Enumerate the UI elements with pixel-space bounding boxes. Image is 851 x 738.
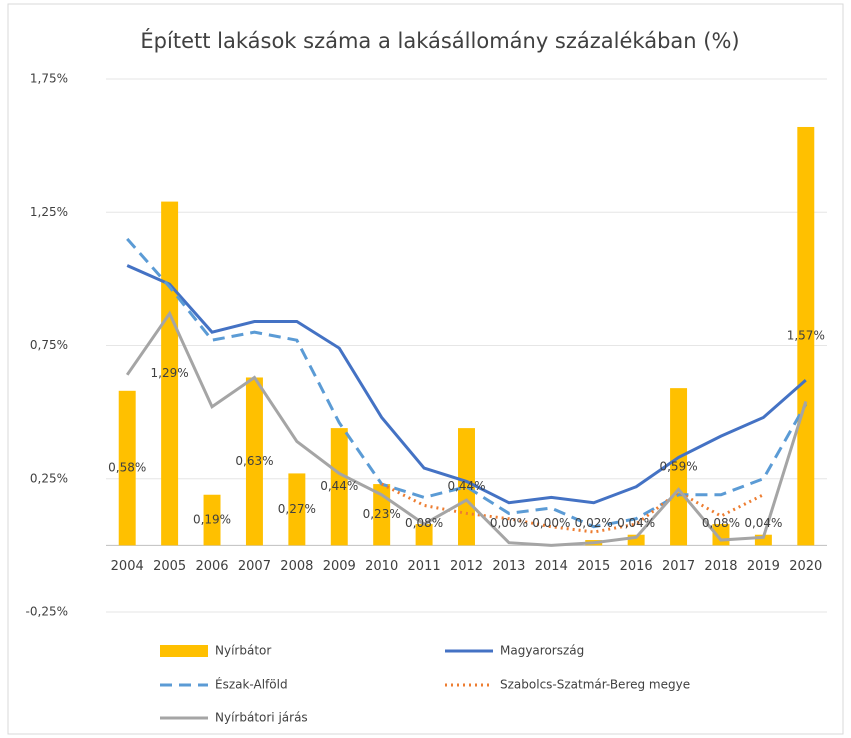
legend-label: Magyarország xyxy=(500,644,584,658)
x-tick-label: 2007 xyxy=(238,559,271,574)
x-tick-label: 2010 xyxy=(365,559,398,574)
legend-label: Nyírbátor xyxy=(215,644,271,658)
line xyxy=(125,310,808,547)
y-tick-label: 1,75% xyxy=(30,72,68,86)
data-label: 1,29% xyxy=(151,366,189,380)
x-tick-label: 2012 xyxy=(450,559,483,574)
x-tick-label: 2009 xyxy=(323,559,356,574)
data-label: 0,04% xyxy=(617,516,655,530)
data-label: 0,58% xyxy=(108,461,146,475)
x-tick-label: 2015 xyxy=(577,559,610,574)
data-label: 0,23% xyxy=(363,507,401,521)
y-tick-label: 1,25% xyxy=(30,205,68,219)
x-tick-label: 2017 xyxy=(662,559,695,574)
data-label: 0,08% xyxy=(702,516,740,530)
legend-swatch xyxy=(160,645,208,657)
x-tick-label: 2004 xyxy=(111,559,144,574)
data-label: 0,00% xyxy=(490,516,528,530)
data-label: 0,63% xyxy=(235,454,273,468)
data-label: 0,08% xyxy=(405,516,443,530)
data-label: 0,02% xyxy=(575,516,613,530)
x-tick-label: 2014 xyxy=(535,559,568,574)
x-tick-label: 2011 xyxy=(408,559,441,574)
bar xyxy=(118,390,136,546)
x-tick-label: 2008 xyxy=(280,559,313,574)
bar xyxy=(754,534,772,546)
chart-frame xyxy=(7,3,844,735)
bar xyxy=(288,473,306,546)
x-tick-label: 2006 xyxy=(195,559,228,574)
legend-label: Észak-Alföld xyxy=(215,677,288,692)
y-tick-label: -0,25% xyxy=(26,605,68,619)
x-tick-label: 2016 xyxy=(620,559,653,574)
data-label: 0,59% xyxy=(659,459,697,473)
bar xyxy=(415,524,433,546)
data-label: 0,04% xyxy=(744,516,782,530)
data-label: 0,44% xyxy=(320,479,358,493)
bar xyxy=(330,428,348,546)
chart-title: Épített lakások száma a lakásállomány sz… xyxy=(140,28,739,53)
bar xyxy=(670,388,688,546)
data-label: 1,57% xyxy=(787,329,825,343)
bar xyxy=(458,428,475,546)
data-label: 0,19% xyxy=(193,513,231,527)
line xyxy=(126,237,808,529)
x-tick-label: 2013 xyxy=(492,559,525,574)
bar xyxy=(797,126,815,546)
x-tick-label: 2005 xyxy=(153,559,186,574)
data-label: 0,44% xyxy=(447,479,485,493)
legend-label: Szabolcs-Szatmár-Bereg megye xyxy=(500,678,690,692)
x-tick-label: 2019 xyxy=(747,559,780,574)
bar xyxy=(627,534,645,546)
legend-label: Nyírbátori járás xyxy=(215,711,308,725)
line xyxy=(126,264,807,505)
y-tick-label: 0,25% xyxy=(30,471,68,485)
data-label: 0,00% xyxy=(532,516,570,530)
data-label: 0,27% xyxy=(278,502,316,516)
y-tick-label: 0,75% xyxy=(30,338,68,352)
x-tick-label: 2018 xyxy=(704,559,737,574)
bar xyxy=(245,377,263,546)
bar xyxy=(203,494,221,546)
x-tick-label: 2020 xyxy=(789,559,822,574)
